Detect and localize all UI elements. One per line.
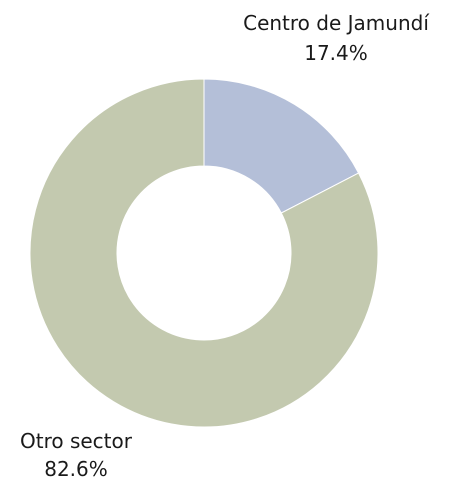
- slice-label-otro-sector: Otro sector: [20, 429, 133, 453]
- slice-label-centro-de-jamundi: Centro de Jamundí: [243, 11, 430, 35]
- slice-centro-de-jamundi: [203, 78, 360, 214]
- slice-otro-sector: [29, 78, 379, 428]
- slice-value-centro-de-jamundi: 17.4%: [304, 41, 368, 65]
- donut-slices: [29, 78, 379, 428]
- slice-value-otro-sector: 82.6%: [44, 457, 108, 481]
